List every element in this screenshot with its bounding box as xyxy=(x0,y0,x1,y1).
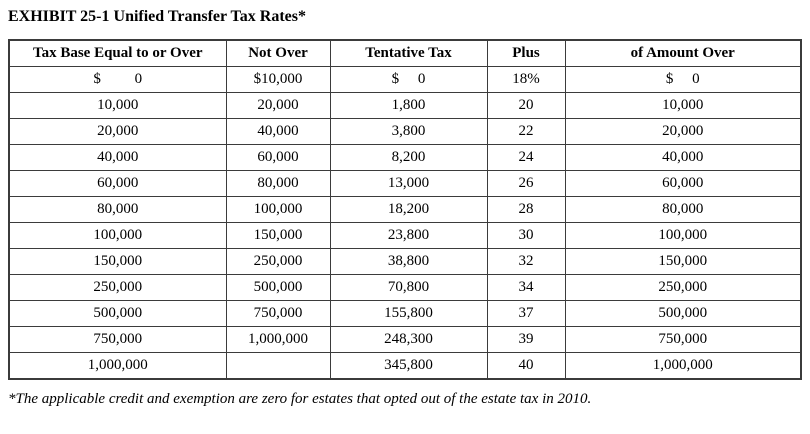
table-cell: 100,000 xyxy=(225,196,331,223)
table-cell: 70,800 xyxy=(329,274,488,301)
table-row: 80,000 100,000 18,200 28 80,000 xyxy=(8,196,802,223)
table-cell: 18% xyxy=(486,66,566,93)
table-cell: $ 0 xyxy=(329,66,488,93)
table-cell: 750,000 xyxy=(564,326,802,353)
table-cell: 10,000 xyxy=(8,92,227,119)
table-cell: 40,000 xyxy=(564,144,802,171)
table-row: 500,000 750,000 155,800 37 500,000 xyxy=(8,300,802,327)
table-cell: 750,000 xyxy=(8,326,227,353)
table-cell: 26 xyxy=(486,170,566,197)
table-cell: 1,000,000 xyxy=(564,352,802,380)
table-cell: 150,000 xyxy=(225,222,331,249)
column-header-tax-base: Tax Base Equal to or Over xyxy=(8,39,227,67)
table-cell: 250,000 xyxy=(8,274,227,301)
column-header-tentative-tax: Tentative Tax xyxy=(329,39,488,67)
table-cell: 10,000 xyxy=(564,92,802,119)
table-row: 60,000 80,000 13,000 26 60,000 xyxy=(8,170,802,197)
table-cell: 13,000 xyxy=(329,170,488,197)
table-cell: 28 xyxy=(486,196,566,223)
table-cell: 345,800 xyxy=(329,352,488,380)
table-cell: 40,000 xyxy=(8,144,227,171)
table-cell: 8,200 xyxy=(329,144,488,171)
table-cell: 18,200 xyxy=(329,196,488,223)
table-cell: 80,000 xyxy=(564,196,802,223)
table-cell: 30 xyxy=(486,222,566,249)
exhibit-title: EXHIBIT 25-1 Unified Transfer Tax Rates* xyxy=(8,8,306,25)
table-cell: 248,300 xyxy=(329,326,488,353)
table-cell: 20,000 xyxy=(564,118,802,145)
table-cell: 80,000 xyxy=(225,170,331,197)
table-cell: 60,000 xyxy=(225,144,331,171)
table-cell: 80,000 xyxy=(8,196,227,223)
table-cell: 39 xyxy=(486,326,566,353)
table-cell: 250,000 xyxy=(225,248,331,275)
column-header-of-amount-over: of Amount Over xyxy=(564,39,802,67)
table-row: 250,000 500,000 70,800 34 250,000 xyxy=(8,274,802,301)
column-header-not-over: Not Over xyxy=(225,39,331,67)
table-cell: 155,800 xyxy=(329,300,488,327)
table-cell: 20,000 xyxy=(8,118,227,145)
table-cell: 20 xyxy=(486,92,566,119)
table-cell: 40,000 xyxy=(225,118,331,145)
table-cell xyxy=(225,352,331,380)
table-cell: 500,000 xyxy=(564,300,802,327)
table-footnote: *The applicable credit and exemption are… xyxy=(8,391,592,407)
table-cell: 60,000 xyxy=(8,170,227,197)
table-cell: 40 xyxy=(486,352,566,380)
table-cell: 20,000 xyxy=(225,92,331,119)
table-cell: 150,000 xyxy=(564,248,802,275)
table-cell: 60,000 xyxy=(564,170,802,197)
table-cell: 24 xyxy=(486,144,566,171)
table-cell: $ 0 xyxy=(8,66,227,93)
table-cell: 1,000,000 xyxy=(225,326,331,353)
table-row: $ 0 $10,000 $ 0 18% $ 0 xyxy=(8,66,802,93)
table-cell: $ 0 xyxy=(564,66,802,93)
table-row: 20,000 40,000 3,800 22 20,000 xyxy=(8,118,802,145)
table-cell: 150,000 xyxy=(8,248,227,275)
table-row: 1,000,000 345,800 40 1,000,000 xyxy=(8,352,802,380)
column-header-plus: Plus xyxy=(486,39,566,67)
table-cell: 34 xyxy=(486,274,566,301)
table-header-row: Tax Base Equal to or Over Not Over Tenta… xyxy=(8,39,802,67)
table-cell: 37 xyxy=(486,300,566,327)
table-row: 750,000 1,000,000 248,300 39 750,000 xyxy=(8,326,802,353)
table-row: 150,000 250,000 38,800 32 150,000 xyxy=(8,248,802,275)
table-cell: 500,000 xyxy=(225,274,331,301)
table-cell: 38,800 xyxy=(329,248,488,275)
table-row: 40,000 60,000 8,200 24 40,000 xyxy=(8,144,802,171)
table-cell: 32 xyxy=(486,248,566,275)
table-cell: 1,800 xyxy=(329,92,488,119)
table-cell: 100,000 xyxy=(8,222,227,249)
table-cell: $10,000 xyxy=(225,66,331,93)
table-cell: 3,800 xyxy=(329,118,488,145)
table-cell: 750,000 xyxy=(225,300,331,327)
table-cell: 500,000 xyxy=(8,300,227,327)
table-row: 100,000 150,000 23,800 30 100,000 xyxy=(8,222,802,249)
table-cell: 23,800 xyxy=(329,222,488,249)
table-cell: 250,000 xyxy=(564,274,802,301)
table-cell: 22 xyxy=(486,118,566,145)
document-page: EXHIBIT 25-1 Unified Transfer Tax Rates*… xyxy=(8,8,802,407)
unified-transfer-tax-rates-table: Tax Base Equal to or Over Not Over Tenta… xyxy=(8,39,802,380)
table-cell: 100,000 xyxy=(564,222,802,249)
table-row: 10,000 20,000 1,800 20 10,000 xyxy=(8,92,802,119)
table-cell: 1,000,000 xyxy=(8,352,227,380)
